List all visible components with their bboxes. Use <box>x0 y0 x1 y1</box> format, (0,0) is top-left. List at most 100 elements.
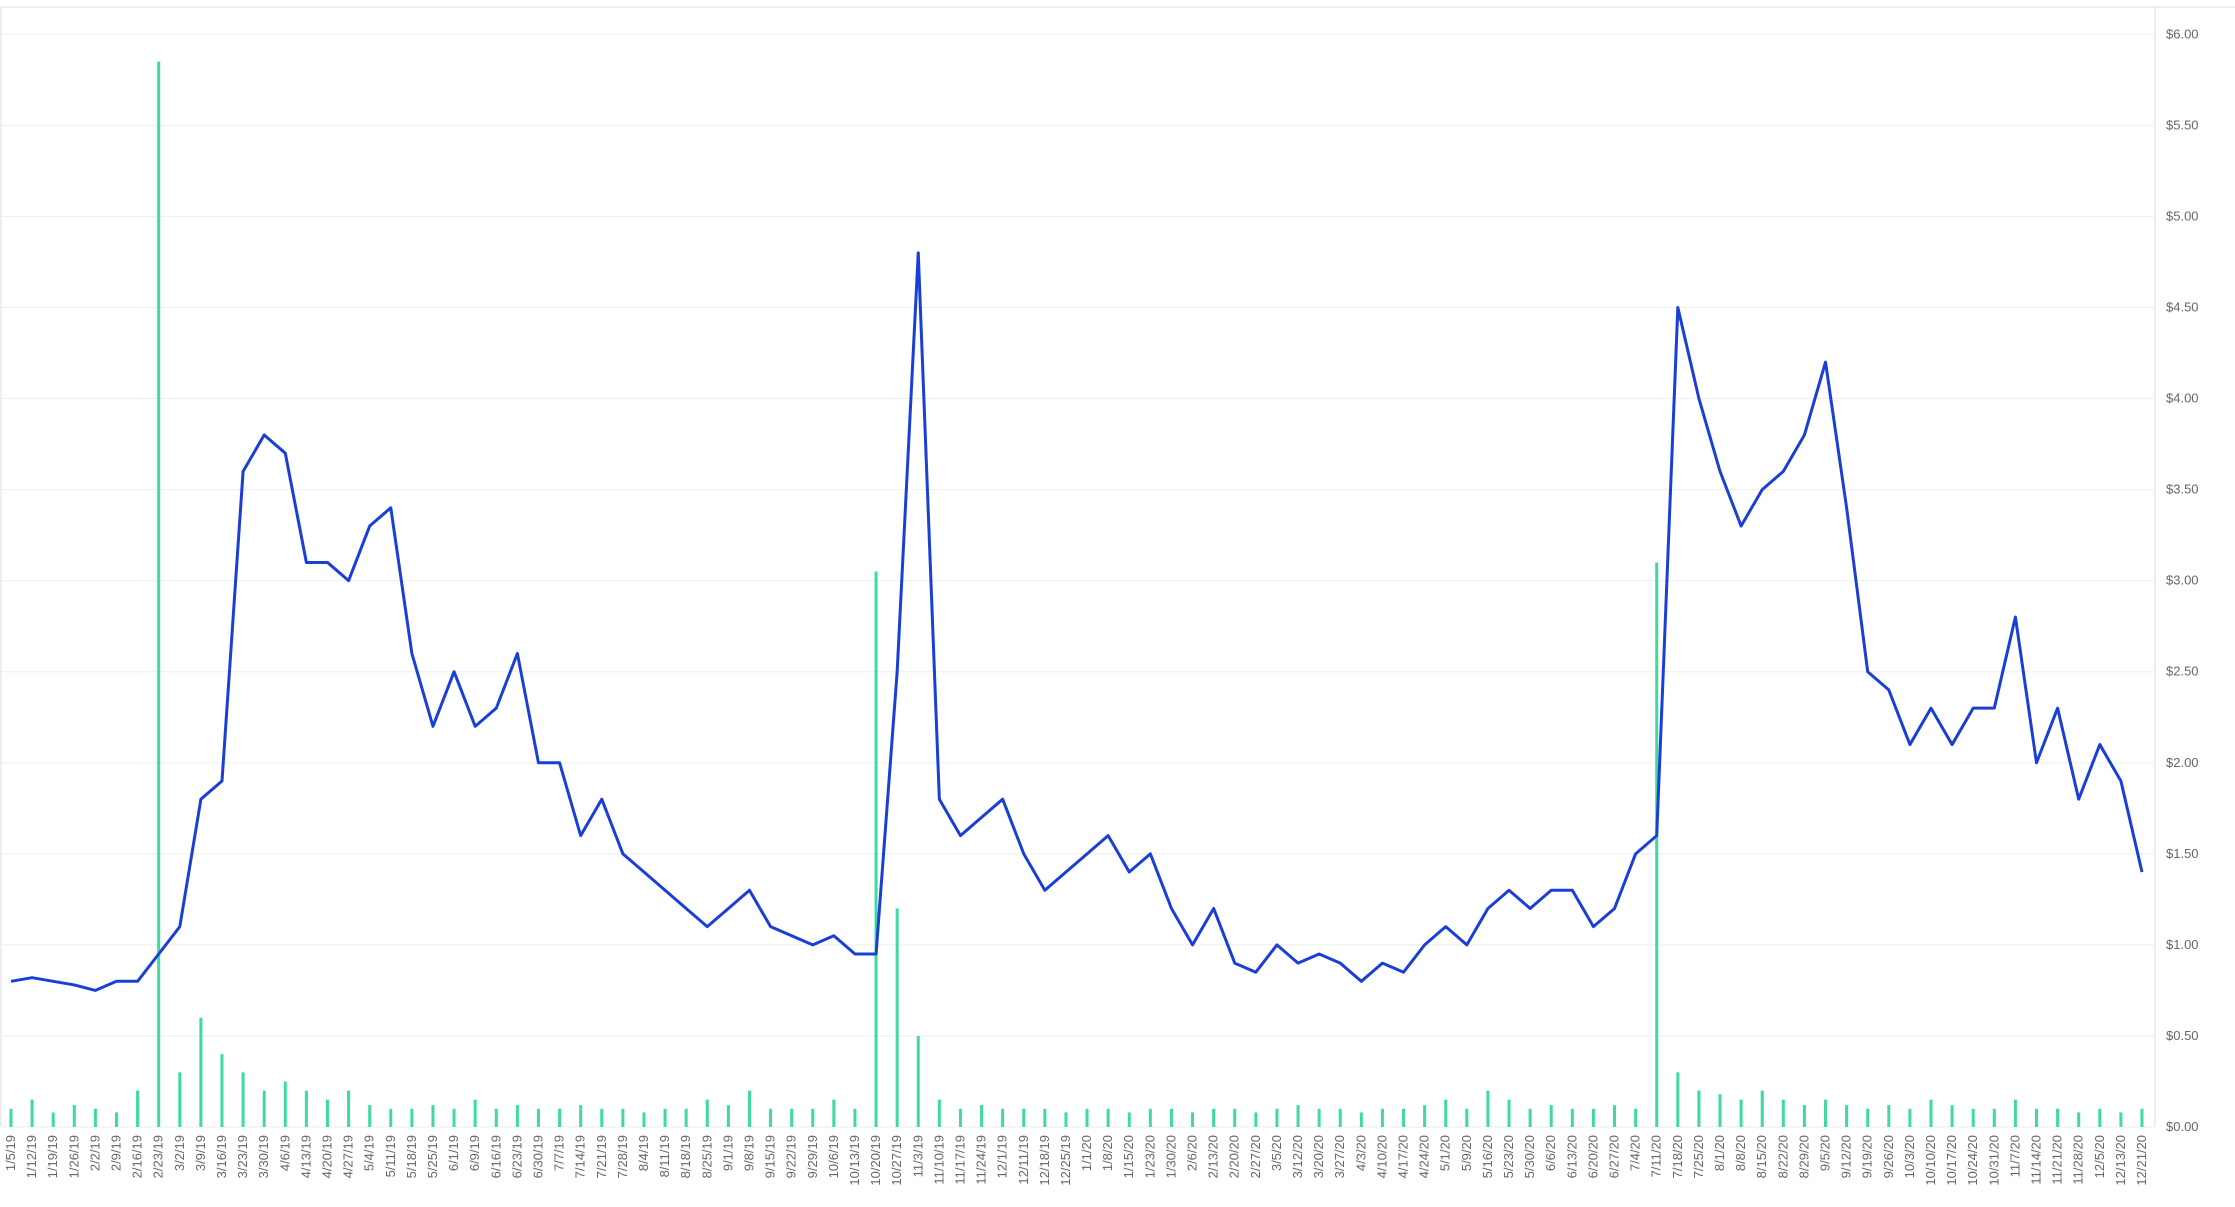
x-tick-label: 7/14/19 <box>573 1135 588 1178</box>
x-tick-label: 2/9/19 <box>108 1135 123 1171</box>
x-tick-label: 8/18/19 <box>678 1135 693 1178</box>
volume-bar <box>1950 1105 1954 1127</box>
x-tick-label: 4/3/20 <box>1353 1135 1368 1171</box>
x-tick-label: 1/1/20 <box>1079 1135 1094 1171</box>
volume-bar <box>1465 1108 1469 1127</box>
x-tick-label: 1/23/20 <box>1142 1135 1157 1178</box>
volume-bar <box>2035 1108 2039 1127</box>
volume-bar <box>705 1099 709 1127</box>
y-tick-label: $1.00 <box>2166 937 2199 952</box>
x-tick-label: 5/9/20 <box>1459 1135 1474 1171</box>
volume-bar <box>283 1081 287 1127</box>
volume-bar <box>895 908 899 1127</box>
x-tick-label: 6/23/19 <box>509 1135 524 1178</box>
volume-bar <box>1106 1108 1110 1127</box>
volume-bar <box>1423 1105 1427 1127</box>
volume-bar <box>1781 1099 1785 1127</box>
volume-bar <box>157 61 161 1127</box>
x-tick-label: 9/8/19 <box>741 1135 756 1171</box>
x-tick-label: 4/27/19 <box>341 1135 356 1178</box>
volume-bar <box>916 1035 920 1127</box>
volume-bar <box>431 1105 435 1127</box>
x-tick-label: 6/27/20 <box>1607 1135 1622 1178</box>
volume-bar <box>1528 1108 1532 1127</box>
volume-bar <box>2140 1108 2144 1127</box>
x-tick-label: 6/16/19 <box>488 1135 503 1178</box>
x-tick-label: 9/15/19 <box>763 1135 778 1178</box>
volume-bar <box>304 1090 308 1127</box>
volume-bar <box>684 1108 688 1127</box>
y-tick-label: $5.50 <box>2166 117 2199 132</box>
volume-bar <box>1486 1090 1490 1127</box>
x-tick-label: 11/10/19 <box>931 1135 946 1185</box>
x-tick-label: 3/30/19 <box>256 1135 271 1178</box>
volume-bar <box>1380 1108 1384 1127</box>
volume-bar <box>1929 1099 1933 1127</box>
volume-bar <box>726 1105 730 1127</box>
volume-bar <box>1359 1112 1363 1127</box>
volume-bar <box>642 1112 646 1127</box>
x-tick-label: 6/1/19 <box>446 1135 461 1171</box>
x-tick-label: 5/16/20 <box>1480 1135 1495 1178</box>
x-tick-label: 1/30/20 <box>1163 1135 1178 1178</box>
volume-bar <box>958 1108 962 1127</box>
x-tick-label: 12/1/19 <box>995 1135 1010 1178</box>
volume-bar <box>1169 1108 1173 1127</box>
volume-bar <box>1655 562 1659 1127</box>
volume-bar <box>1275 1108 1279 1127</box>
volume-bar <box>2013 1099 2017 1127</box>
x-tick-label: 11/24/19 <box>974 1135 989 1185</box>
volume-bar <box>1338 1108 1342 1127</box>
x-tick-label: 10/13/19 <box>847 1135 862 1186</box>
x-tick-label: 1/5/19 <box>3 1135 18 1171</box>
volume-bar <box>874 571 878 1127</box>
volume-bar <box>1570 1108 1574 1127</box>
volume-bar <box>1212 1108 1216 1127</box>
x-tick-label: 8/8/20 <box>1733 1135 1748 1171</box>
volume-bar <box>494 1108 498 1127</box>
y-tick-label: $0.50 <box>2166 1028 2199 1043</box>
volume-bar <box>1718 1094 1722 1127</box>
volume-bar <box>1191 1112 1195 1127</box>
volume-bar <box>600 1108 604 1127</box>
x-tick-label: 4/10/20 <box>1374 1135 1389 1178</box>
volume-bar <box>811 1108 815 1127</box>
volume-bar <box>1233 1108 1237 1127</box>
x-tick-label: 5/4/19 <box>362 1135 377 1171</box>
volume-bar <box>347 1090 351 1127</box>
x-tick-label: 12/25/19 <box>1058 1135 1073 1186</box>
x-tick-label: 11/7/20 <box>2007 1135 2022 1177</box>
volume-bar <box>389 1108 393 1127</box>
x-tick-label: 7/18/20 <box>1670 1135 1685 1178</box>
volume-bar <box>1908 1108 1912 1127</box>
x-tick-label: 4/24/20 <box>1417 1135 1432 1178</box>
volume-bar <box>1634 1108 1638 1127</box>
volume-bar <box>114 1112 118 1127</box>
x-tick-label: 9/5/20 <box>1818 1135 1833 1171</box>
x-tick-label: 10/6/19 <box>826 1135 841 1178</box>
volume-bar <box>1317 1108 1321 1127</box>
y-tick-label: $3.50 <box>2166 482 2199 497</box>
volume-bar <box>579 1105 583 1127</box>
volume-bar <box>1127 1112 1131 1127</box>
volume-bar <box>980 1105 984 1127</box>
x-tick-label: 7/4/20 <box>1628 1135 1643 1171</box>
volume-bar <box>2077 1112 2081 1127</box>
x-tick-label: 2/13/20 <box>1206 1135 1221 1178</box>
volume-bar <box>136 1090 140 1127</box>
volume-bar <box>30 1099 34 1127</box>
x-tick-label: 6/30/19 <box>530 1135 545 1178</box>
volume-bar <box>1296 1105 1300 1127</box>
x-tick-label: 12/11/19 <box>1016 1135 1031 1185</box>
x-tick-label: 10/27/19 <box>889 1135 904 1186</box>
x-tick-label: 8/1/20 <box>1712 1135 1727 1171</box>
y-tick-label: $6.00 <box>2166 26 2199 41</box>
volume-bar <box>1254 1112 1258 1127</box>
volume-bar <box>1760 1090 1764 1127</box>
volume-bar <box>1043 1108 1047 1127</box>
volume-bar <box>220 1054 224 1127</box>
volume-bar <box>199 1017 203 1127</box>
x-tick-label: 8/22/20 <box>1775 1135 1790 1178</box>
volume-bar <box>241 1072 245 1127</box>
